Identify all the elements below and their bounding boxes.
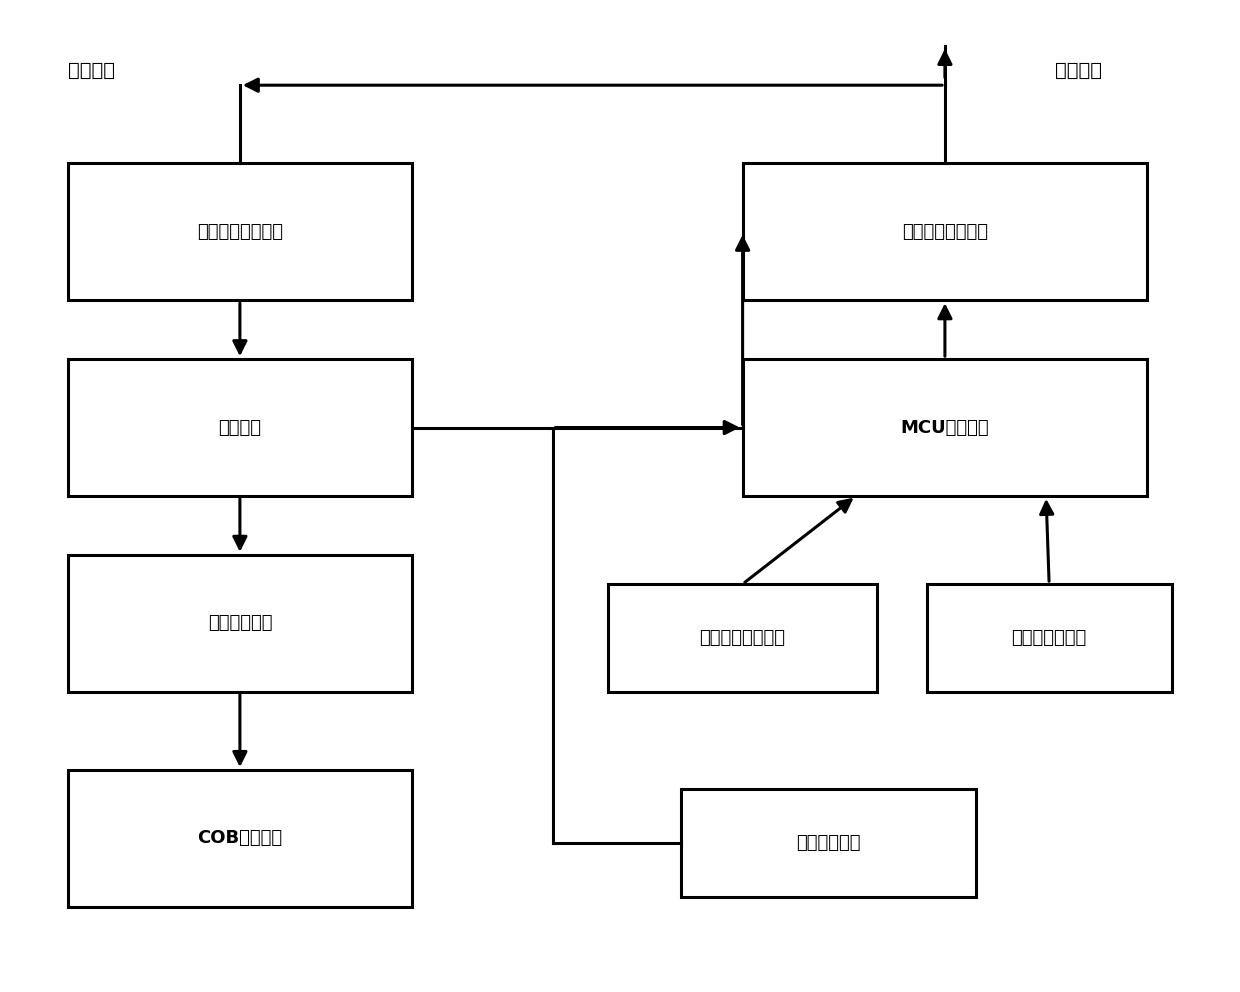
Text: 接收天线: 接收天线 [68, 62, 115, 80]
Text: MCU编码模块: MCU编码模块 [900, 419, 990, 436]
Text: 接收信号处理模块: 接收信号处理模块 [197, 223, 283, 241]
Bar [681, 790, 976, 897]
Bar [926, 584, 1172, 691]
Text: 电源驱动模块: 电源驱动模块 [207, 614, 272, 632]
Bar [743, 359, 1147, 496]
Bar [68, 359, 412, 496]
Text: 三档机械电源开关: 三档机械电源开关 [699, 629, 786, 647]
Text: 发射信号处理模块: 发射信号处理模块 [901, 223, 988, 241]
Bar [68, 164, 412, 301]
Text: 电源供电模块: 电源供电模块 [796, 834, 861, 852]
Bar [68, 770, 412, 907]
Text: 解码模块: 解码模块 [218, 419, 262, 436]
Bar [68, 555, 412, 691]
Bar [608, 584, 878, 691]
Text: 发射天线: 发射天线 [1055, 62, 1102, 80]
Bar [743, 164, 1147, 301]
Text: COB光源模组: COB光源模组 [197, 829, 283, 847]
Text: 调光滑动电位器: 调光滑动电位器 [1012, 629, 1086, 647]
